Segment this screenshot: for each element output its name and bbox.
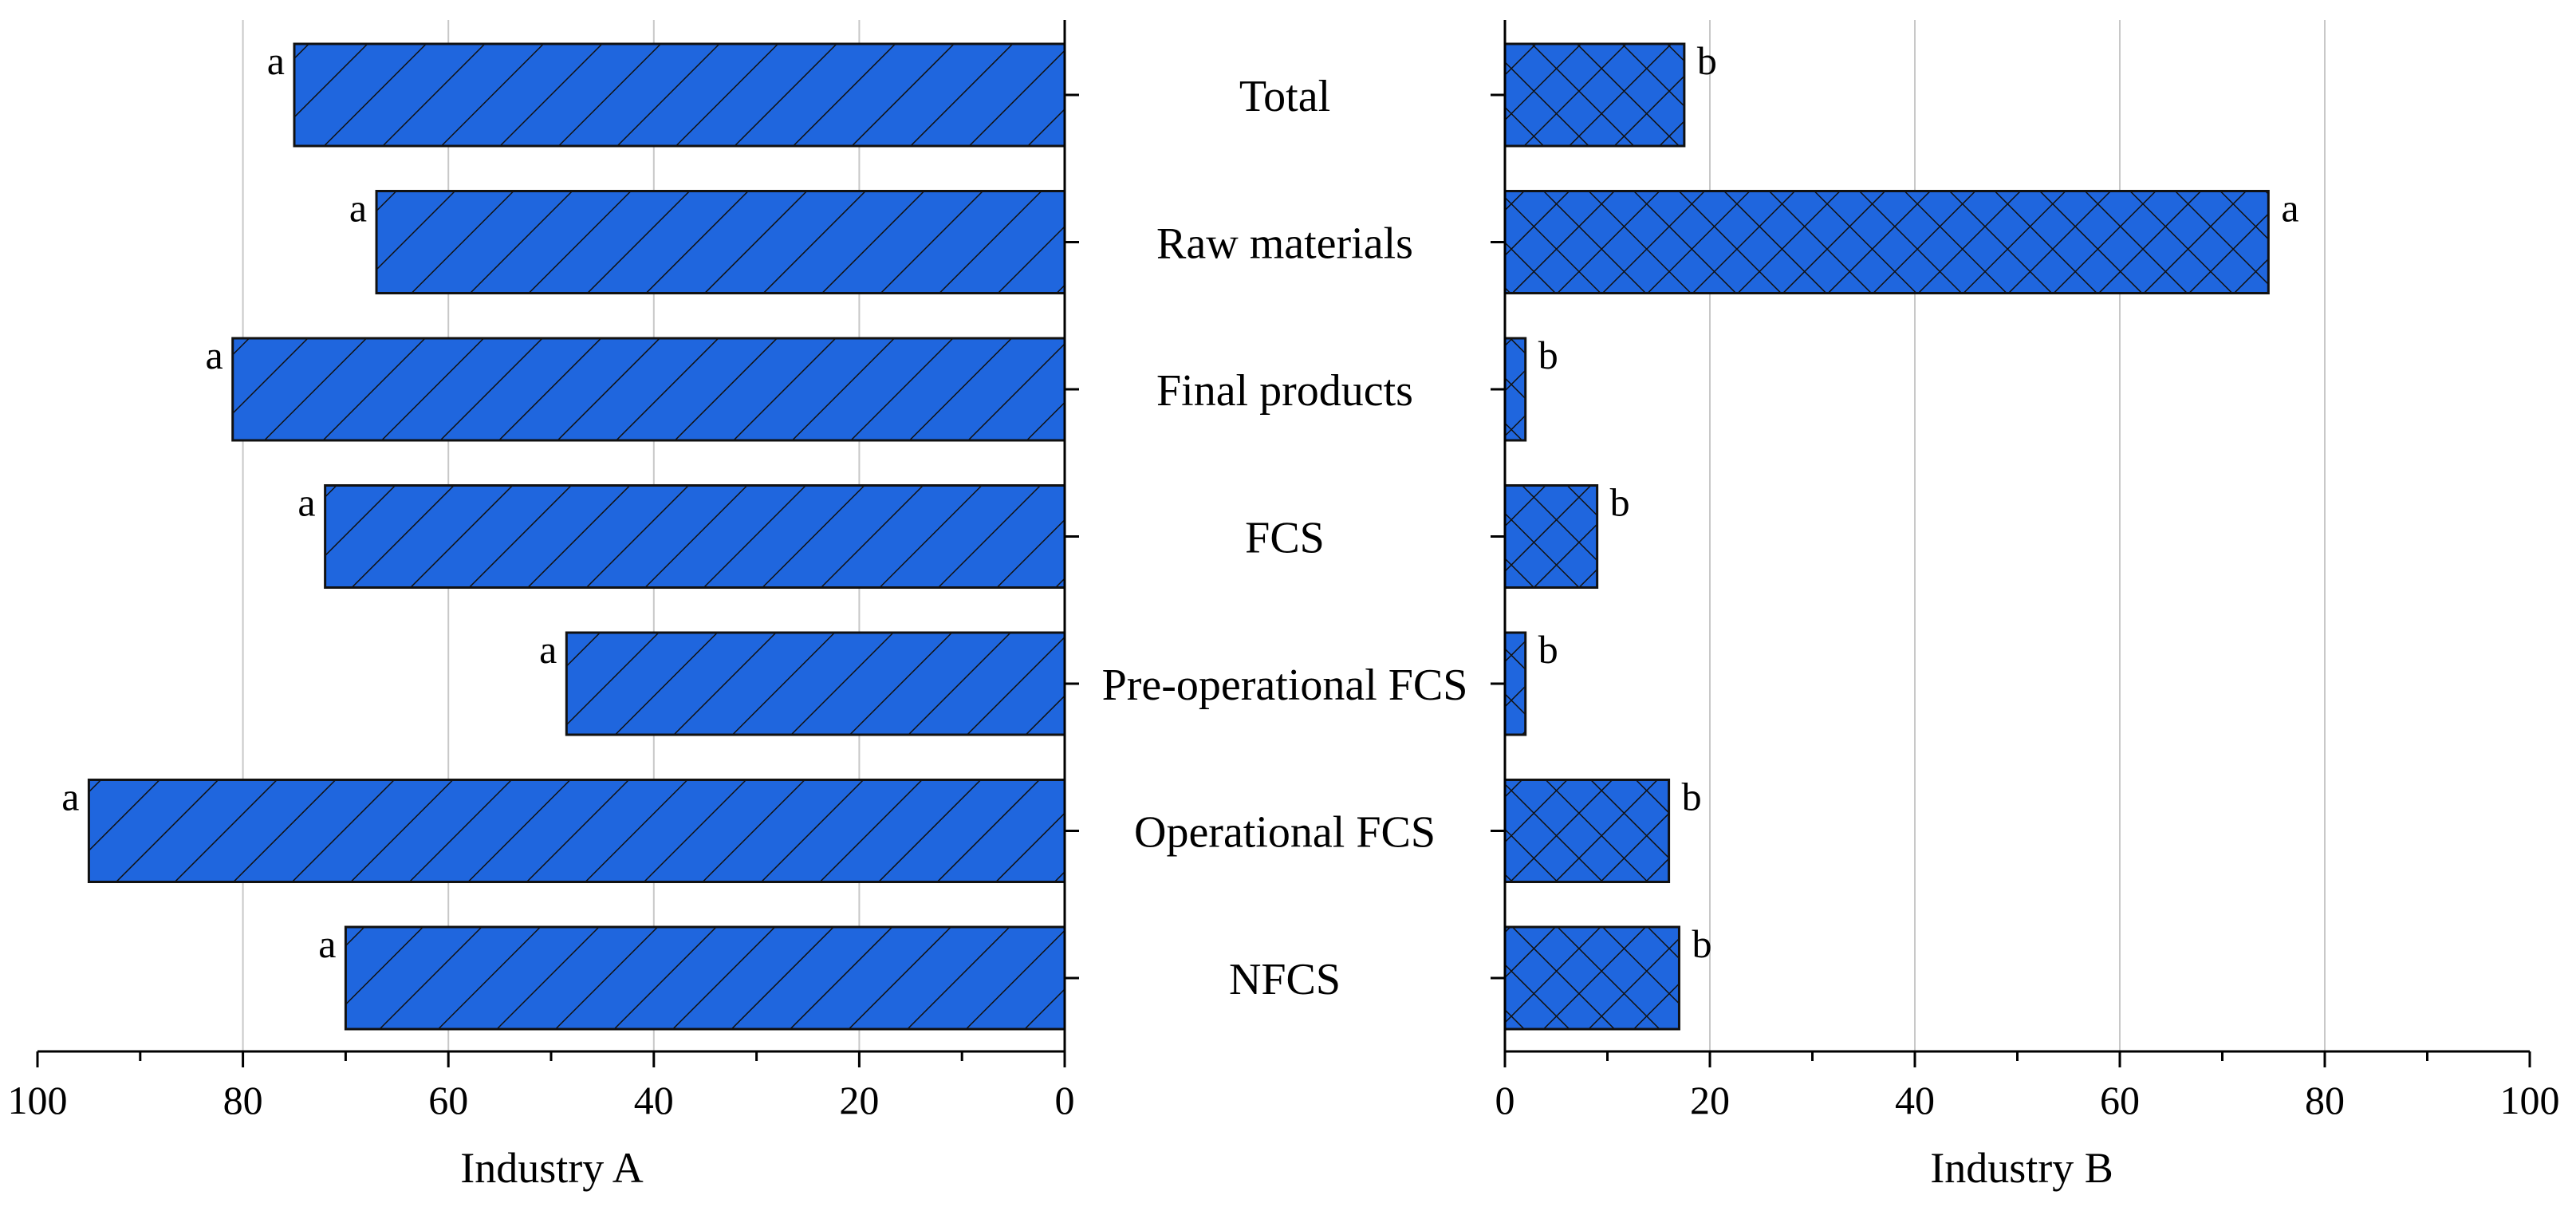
industry-a-bar-fcs [324,484,1066,589]
industry-a-tick-label: 0 [1055,1078,1075,1122]
industry-b-tick-label: 40 [1895,1078,1935,1122]
industry-b-tick-labels: 0 20 40 60 80 100 [1495,1078,2560,1122]
industry-b-tick-label: 20 [1690,1078,1730,1122]
industry-b-significance-final-products: b [1538,333,1558,377]
industry-b-significance-pre-operational-fcs: b [1538,627,1558,672]
industry-a-bar-pre-operational-fcs [565,631,1066,736]
industry-b-bar-final-products [1503,337,1527,442]
industry-b-significance-total: b [1697,38,1717,83]
industry-b-bar-total [1503,42,1686,148]
category-label-raw-materials: Raw materials [1156,219,1413,269]
industry-a-significance-raw-materials: a [349,186,367,231]
industry-b-tick-label: 80 [2305,1078,2345,1122]
industry-b-bar-pre-operational-fcs [1503,631,1527,736]
industry-b-bar-nfcs [1503,925,1680,1031]
industry-b-bar-operational-fcs [1503,779,1671,883]
axes [36,20,2531,1067]
category-label-pre-operational-fcs: Pre-operational FCS [1102,661,1468,710]
industry-a-significance-final-products: a [206,333,223,377]
industry-a-bar-raw-materials [375,190,1066,294]
industry-b-bar-fcs [1503,484,1599,589]
category-label-total: Total [1239,72,1330,121]
industry-b-bar-raw-materials [1503,190,2270,294]
category-label-fcs: FCS [1245,514,1325,563]
category-label-nfcs: NFCS [1229,955,1341,1004]
industry-a-significance-total: a [267,38,285,83]
industry-a-significance-labels: a a a a a a a [61,38,557,966]
industry-a-significance-pre-operational-fcs: a [539,627,557,672]
industry-a-bars [87,42,1066,1031]
industry-a-significance-operational-fcs: a [61,775,79,819]
right-panel-gridlines [1709,20,2326,1051]
industry-a-bar-total [293,42,1066,148]
industry-b-axis-label: Industry B [1930,1144,2113,1192]
industry-b-significance-nfcs: b [1692,921,1711,966]
industry-a-significance-fcs: a [297,480,315,525]
industry-a-significance-nfcs: a [318,921,336,966]
industry-a-tick-label: 40 [634,1078,674,1122]
industry-a-bar-operational-fcs [87,779,1066,883]
industry-b-significance-operational-fcs: b [1682,775,1702,819]
category-labels: Total Raw materials Final products FCS Pre-o… [1102,72,1468,1004]
industry-a-bar-final-products [231,337,1066,442]
industry-a-bar-nfcs [344,925,1066,1031]
category-label-final-products: Final products [1156,366,1413,416]
industry-a-tick-label: 80 [223,1078,263,1122]
industry-b-tick-label: 100 [2500,1078,2560,1122]
industry-a-tick-label: 100 [8,1078,68,1122]
category-label-operational-fcs: Operational FCS [1134,808,1436,858]
industry-a-tick-label: 20 [839,1078,879,1122]
industry-b-bars [1503,42,2270,1031]
industry-a-tick-label: 60 [428,1078,468,1122]
industry-b-significance-labels: b a b b b b b [1538,38,2299,966]
industry-a-tick-labels: 100 80 60 40 20 0 [8,1078,1075,1122]
industry-b-tick-label: 0 [1495,1078,1515,1122]
industry-a-axis-label: Industry A [460,1144,644,1192]
industry-b-significance-raw-materials: a [2281,186,2298,231]
industry-b-significance-fcs: b [1610,480,1630,525]
industry-b-tick-label: 60 [2100,1078,2140,1122]
